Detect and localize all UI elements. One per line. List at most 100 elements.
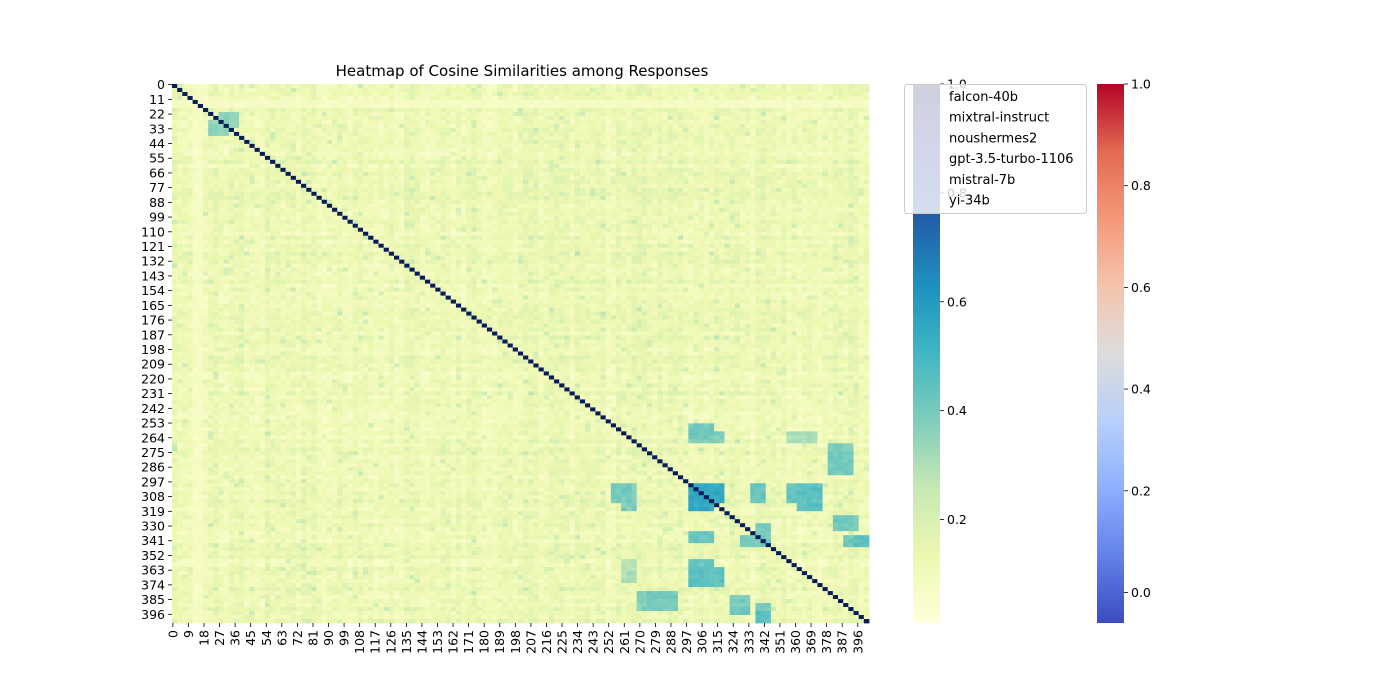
- heatmap-cell: [770, 147, 777, 153]
- heatmap-cell: [373, 187, 379, 193]
- heatmap-cell: [424, 223, 431, 229]
- heatmap-cell: [208, 187, 214, 193]
- heatmap-cell: [652, 107, 658, 113]
- heatmap-cell: [574, 99, 581, 105]
- heatmap-cell: [455, 167, 462, 173]
- heatmap-cell: [466, 115, 472, 121]
- heatmap-cell: [770, 115, 777, 121]
- heatmap-cell: [290, 84, 297, 89]
- heatmap-cell: [838, 107, 844, 113]
- heatmap-cell: [337, 107, 343, 113]
- heatmap-cell: [332, 179, 338, 185]
- heatmap-cell: [311, 91, 317, 97]
- heatmap-cell: [652, 103, 658, 109]
- heatmap-cell: [574, 139, 581, 145]
- heatmap-cell: [337, 131, 343, 137]
- heatmap-cell: [817, 127, 823, 133]
- heatmap-cell: [672, 187, 679, 193]
- heatmap-cell: [714, 211, 720, 217]
- heatmap-cell: [517, 99, 524, 105]
- heatmap-cell: [652, 167, 658, 173]
- heatmap-cell: [528, 135, 534, 141]
- heatmap-cell: [548, 107, 555, 113]
- heatmap-cell: [414, 84, 421, 89]
- heatmap-cell: [636, 175, 643, 181]
- heatmap-cell: [507, 87, 514, 93]
- heatmap-cell: [280, 151, 286, 157]
- heatmap-cell: [285, 203, 292, 209]
- heatmap-cell: [745, 175, 751, 181]
- heatmap-cell: [492, 155, 498, 161]
- heatmap-cell: [182, 127, 188, 133]
- heatmap-cell: [363, 123, 369, 129]
- heatmap-cell: [528, 163, 534, 169]
- heatmap-cell: [512, 203, 519, 209]
- heatmap-cell: [760, 151, 767, 157]
- heatmap-cell: [233, 159, 240, 165]
- heatmap-cell: [347, 179, 354, 185]
- heatmap-cell: [739, 159, 746, 165]
- heatmap-cell: [812, 143, 818, 149]
- heatmap-cell: [394, 84, 400, 89]
- heatmap-cell: [631, 187, 638, 193]
- heatmap-cell: [388, 131, 395, 137]
- heatmap-cell: [476, 175, 483, 181]
- heatmap-cell: [765, 139, 772, 145]
- heatmap-cell: [812, 227, 818, 233]
- heatmap-cell: [548, 211, 555, 217]
- heatmap-cell: [817, 87, 823, 93]
- heatmap-cell: [672, 107, 679, 113]
- heatmap-cell: [559, 103, 565, 109]
- heatmap-cell: [301, 171, 307, 177]
- heatmap-cell: [295, 183, 302, 189]
- heatmap-cell: [616, 203, 622, 209]
- heatmap-cell: [533, 207, 539, 213]
- heatmap-cell: [440, 167, 447, 173]
- heatmap-cell: [786, 127, 792, 133]
- heatmap-cell: [662, 179, 669, 185]
- heatmap-cell: [528, 123, 534, 129]
- heatmap-cell: [807, 84, 813, 89]
- heatmap-cell: [827, 215, 834, 221]
- heatmap-cell: [719, 187, 725, 193]
- heatmap-cell: [394, 103, 400, 109]
- heatmap-cell: [688, 139, 694, 145]
- heatmap-cell: [688, 115, 694, 121]
- heatmap-cell: [781, 87, 787, 93]
- heatmap-cell: [657, 163, 663, 169]
- heatmap-cell: [290, 103, 297, 109]
- heatmap-cell: [662, 191, 669, 197]
- heatmap-cell: [259, 87, 266, 93]
- heatmap-cell: [223, 195, 230, 201]
- heatmap-cell: [693, 211, 700, 217]
- heatmap-cell: [817, 159, 823, 165]
- heatmap-cell: [223, 191, 230, 197]
- heatmap-cell: [636, 167, 643, 173]
- heatmap-cell: [172, 167, 178, 173]
- heatmap-cell: [295, 211, 302, 217]
- heatmap-cell: [755, 135, 761, 141]
- heatmap-cell: [698, 151, 705, 157]
- heatmap-cell: [760, 99, 767, 105]
- heatmap-cell: [652, 95, 658, 101]
- heatmap-cell: [492, 163, 498, 169]
- heatmap-cell: [590, 147, 596, 153]
- heatmap-cell: [197, 111, 204, 117]
- heatmap-cell: [244, 219, 250, 225]
- heatmap-cell: [590, 179, 596, 185]
- heatmap-cell: [646, 91, 653, 97]
- heatmap-cell: [486, 107, 493, 113]
- heatmap-cell: [543, 215, 550, 221]
- heatmap-cell: [657, 99, 663, 105]
- heatmap-cell: [853, 191, 860, 197]
- heatmap-cell: [388, 84, 395, 89]
- heatmap-cell: [626, 107, 632, 113]
- heatmap-cell: [662, 207, 669, 213]
- heatmap-cell: [259, 179, 266, 185]
- heatmap-cell: [776, 115, 782, 121]
- heatmap-cell: [683, 179, 689, 185]
- heatmap-cell: [419, 187, 426, 193]
- heatmap-cell: [357, 203, 364, 209]
- heatmap-cell: [590, 167, 596, 173]
- heatmap-cell: [486, 99, 493, 105]
